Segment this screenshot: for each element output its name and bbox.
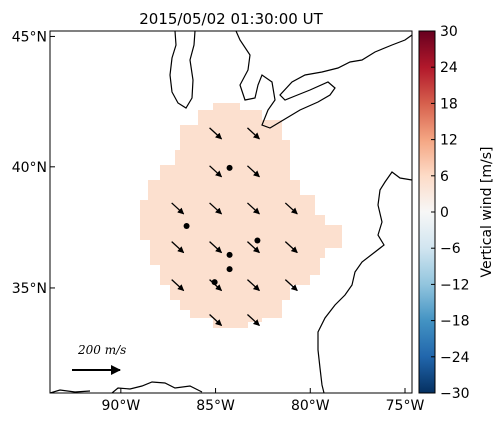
scale-arrow: 200 m/s: [72, 343, 126, 375]
colorbar-tick-label: 6: [440, 169, 449, 185]
map-frame: [49, 30, 413, 394]
wind-vector: [284, 202, 298, 215]
coastlines: [50, 31, 412, 393]
wind-field: [140, 103, 342, 328]
x-tick-label: 85°W: [196, 398, 235, 414]
coastline: [235, 31, 412, 129]
wind-vector: [171, 241, 185, 254]
y-tick-label: 45°N: [12, 29, 47, 45]
colorbar-tick-label: −24: [440, 350, 470, 366]
wind-vector: [209, 241, 223, 254]
wind-vector: [247, 314, 260, 326]
wind-vector: [209, 279, 223, 292]
wind-vector: [284, 279, 298, 292]
station-point: [183, 222, 190, 229]
scale-label: 200 m/s: [77, 343, 126, 357]
wind-vector: [209, 165, 223, 178]
colorbar-tick-label: 30: [440, 24, 458, 40]
colorbar-tick-label: −30: [440, 386, 470, 402]
wind-vector: [247, 127, 260, 140]
x-tick-label: 90°W: [102, 398, 141, 414]
wind-vector: [209, 127, 223, 140]
colorbar-tick-label: 18: [440, 96, 458, 112]
colorbar-tick-label: 0: [440, 205, 449, 221]
coastline: [169, 31, 196, 109]
wind-vector: [209, 202, 223, 215]
wind-vector: [247, 202, 260, 215]
colorbar-tick-label: 24: [440, 60, 458, 76]
field-layer: [140, 103, 342, 328]
colorbar-tick-label: −18: [440, 314, 470, 330]
chart-title: 2015/05/02 01:30:00 UT: [139, 10, 323, 28]
x-tick-label: 75°W: [386, 398, 425, 414]
station-point: [254, 237, 261, 244]
colorbar-label: Vertical wind [m/s]: [479, 147, 495, 278]
wind-vector: [247, 241, 260, 254]
y-tick-label: 40°N: [12, 160, 47, 176]
wind-vector: [284, 241, 298, 254]
x-tick-label: 80°W: [291, 398, 330, 414]
wind-vector: [171, 202, 185, 215]
coastline: [50, 389, 91, 393]
station-point: [226, 251, 233, 258]
colorbar-tick-label: 12: [440, 133, 458, 149]
colorbar-tick-label: −6: [440, 241, 461, 257]
wind-vector: [171, 279, 185, 292]
wind-vector: [247, 165, 260, 178]
colorbar-tick-label: −12: [440, 277, 470, 293]
wind-vector: [247, 279, 260, 292]
wind-vector: [209, 314, 223, 326]
coastline: [317, 171, 412, 393]
station-point: [211, 279, 218, 286]
station-point: [226, 164, 233, 171]
coastline: [111, 381, 203, 393]
station-point: [226, 266, 233, 273]
y-tick-label: 35°N: [12, 281, 47, 297]
